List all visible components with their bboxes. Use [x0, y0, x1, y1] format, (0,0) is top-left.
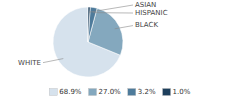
legend-label: 27.0%	[99, 88, 122, 96]
slice-labels: WHITE BLACK HISPANICASIAN	[18, 1, 168, 67]
leader-line	[115, 26, 133, 29]
slice-label: BLACK	[135, 21, 158, 29]
chart: WHITE BLACK HISPANICASIAN 68.9% 27.0% 3.2% 1.0…	[0, 0, 240, 100]
legend: 68.9% 27.0% 3.2% 1.0%	[49, 88, 190, 96]
leader-line	[89, 5, 133, 12]
legend-swatch	[163, 89, 171, 96]
legend-swatch	[89, 89, 97, 96]
legend-label: 1.0%	[173, 88, 191, 96]
slice-label: ASIAN	[135, 1, 156, 9]
leader-line	[93, 12, 133, 13]
leader-line	[43, 59, 63, 63]
legend-label: 68.9%	[59, 88, 82, 96]
slice-label: HISPANIC	[135, 9, 168, 17]
legend-label: 3.2%	[138, 88, 156, 96]
legend-swatch	[49, 89, 57, 96]
legend-swatch	[128, 89, 136, 96]
slice-label: WHITE	[18, 59, 41, 67]
slices	[53, 7, 123, 77]
